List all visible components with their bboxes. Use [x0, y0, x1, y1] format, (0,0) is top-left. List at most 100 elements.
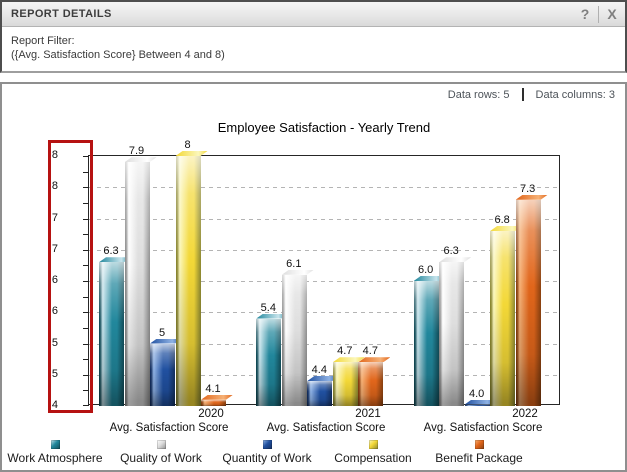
bar-value-label: 4.0	[469, 387, 485, 400]
bar-2020-quality-of-work[interactable]: 7.9	[124, 145, 157, 406]
bar-2021-compensation[interactable]: 4.7	[332, 345, 365, 406]
bar-front	[307, 381, 333, 406]
bar-2022-work-atmosphere[interactable]: 6.0	[413, 264, 446, 406]
data-summary: Data rows: 5 Data columns: 3	[448, 88, 615, 101]
bar-top-face	[515, 194, 548, 200]
bar-2021-quantity-of-work[interactable]: 4.4	[307, 364, 340, 406]
bar-value-label: 7.9	[128, 145, 145, 158]
bar-value-label: 6.3	[103, 245, 119, 258]
filter-panel: Report Filter: ({Avg. Satisfaction Score…	[2, 27, 625, 62]
y-axis-label: 8	[51, 149, 58, 161]
bar-2022-compensation[interactable]: 6.8	[490, 214, 523, 406]
bar-front	[358, 362, 384, 406]
bar-value-label: 7.3	[520, 182, 536, 195]
main-panel: Data rows: 5 Data columns: 3 Employee Sa…	[0, 82, 627, 472]
gridline	[89, 249, 559, 251]
bar-value-label: 4.7	[362, 345, 378, 358]
bar-front	[201, 399, 226, 406]
help-button[interactable]: ?	[572, 2, 598, 27]
bar-2021-benefit-package[interactable]: 4.7	[358, 345, 391, 406]
x-axis-title-2020: Avg. Satisfaction Score	[109, 422, 229, 434]
bar-front	[332, 362, 358, 406]
bar-top-face	[439, 257, 472, 263]
summary-divider	[521, 88, 524, 101]
bar-2020-work-atmosphere[interactable]: 6.3	[99, 245, 131, 406]
bar-value-label: 6.1	[286, 257, 302, 270]
bar-top-face	[307, 376, 340, 381]
quality-of-work-swatch-icon	[156, 440, 166, 449]
bar-front	[281, 274, 307, 406]
legend: Work Atmosphere Quality of Work Quantity…	[2, 440, 532, 465]
legend-label: Work Atmosphere	[7, 451, 103, 465]
bar-top-face	[256, 313, 289, 319]
legend-label: Benefit Package	[435, 451, 523, 465]
bar-2021-work-atmosphere[interactable]: 5.4	[256, 302, 289, 406]
bar-front	[256, 318, 282, 406]
y-axis-label: 8	[51, 180, 58, 193]
bar-2021-quality-of-work[interactable]: 6.1	[281, 258, 314, 406]
bar-front	[175, 156, 201, 406]
bar-front	[439, 262, 465, 406]
y-axis-tick	[83, 171, 89, 173]
bar-2020-quantity-of-work[interactable]: 5	[150, 327, 182, 406]
bar-front	[124, 162, 150, 406]
bar-top-face	[175, 151, 208, 156]
bar-top-face	[201, 394, 233, 400]
filter-expression: ({Avg. Satisfaction Score} Between 4 and…	[11, 49, 225, 61]
y-axis-label: 7	[51, 242, 58, 255]
y-axis-label: 6	[51, 274, 58, 286]
compensation-swatch-icon	[368, 440, 378, 449]
bar-front	[464, 404, 490, 406]
y-axis-label: 5	[51, 336, 58, 349]
y-axis-tick	[83, 312, 89, 314]
y-axis-tick	[83, 327, 89, 329]
legend-item-benefit-package: Benefit Package	[426, 440, 532, 465]
report-details-window: REPORT DETAILS ? X Report Filter: ({Avg.…	[0, 0, 627, 73]
bar-top-face	[332, 357, 365, 363]
gridline	[89, 343, 559, 345]
legend-label: Quality of Work	[120, 451, 202, 465]
y-axis-tick	[83, 234, 89, 236]
legend-label: Quantity of Work	[222, 451, 312, 465]
bar-front	[490, 231, 516, 406]
quantity-of-work-swatch-icon	[262, 440, 272, 449]
data-columns-count: Data columns: 3	[535, 88, 615, 101]
bar-value-label: 5	[158, 326, 166, 339]
window-titlebar: REPORT DETAILS ? X	[2, 2, 625, 27]
y-axis-label: 6	[51, 305, 58, 318]
y-axis-tick	[83, 187, 89, 189]
close-icon: X	[607, 6, 617, 22]
bar-2022-quality-of-work[interactable]: 6.3	[439, 245, 472, 406]
bar-top-face	[124, 157, 157, 163]
year-label-2022: 2022	[512, 408, 538, 420]
gridline	[89, 374, 559, 376]
bar-2022-benefit-package[interactable]: 7.3	[515, 183, 548, 406]
gridline	[89, 312, 559, 314]
legend-label: Compensation	[334, 451, 412, 465]
bar-2020-benefit-package[interactable]: 4.1	[201, 383, 233, 406]
help-icon: ?	[580, 6, 590, 22]
y-axis-tick	[83, 374, 89, 376]
y-axis-label: 4	[51, 399, 58, 411]
y-axis-labels: 8 8 7 7 6 6 5 5 4	[2, 149, 72, 411]
legend-item-quantity-of-work: Quantity of Work	[214, 440, 320, 465]
y-axis-tick	[83, 343, 89, 345]
bar-2020-compensation[interactable]: 8	[175, 139, 208, 406]
x-axis-title-2021: Avg. Satisfaction Score	[266, 422, 386, 434]
bar-front	[150, 343, 175, 406]
bar-top-face	[150, 338, 182, 344]
y-axis-label: 7	[51, 211, 58, 224]
bar-value-label: 6.3	[443, 245, 459, 258]
bar-2022-quantity-of-work[interactable]: 4.0	[464, 388, 497, 406]
bar-value-label: 6.8	[494, 214, 510, 226]
bar-value-label: 4.1	[205, 382, 221, 395]
legend-item-compensation: Compensation	[320, 440, 426, 465]
gridline	[89, 218, 559, 220]
y-axis-tick	[83, 281, 89, 282]
gridline	[89, 281, 559, 282]
close-button[interactable]: X	[599, 2, 625, 27]
window-title: REPORT DETAILS	[11, 8, 112, 20]
bar-top-face	[358, 357, 391, 363]
bar-value-label: 4.7	[337, 345, 353, 358]
y-axis-tick	[83, 359, 89, 361]
